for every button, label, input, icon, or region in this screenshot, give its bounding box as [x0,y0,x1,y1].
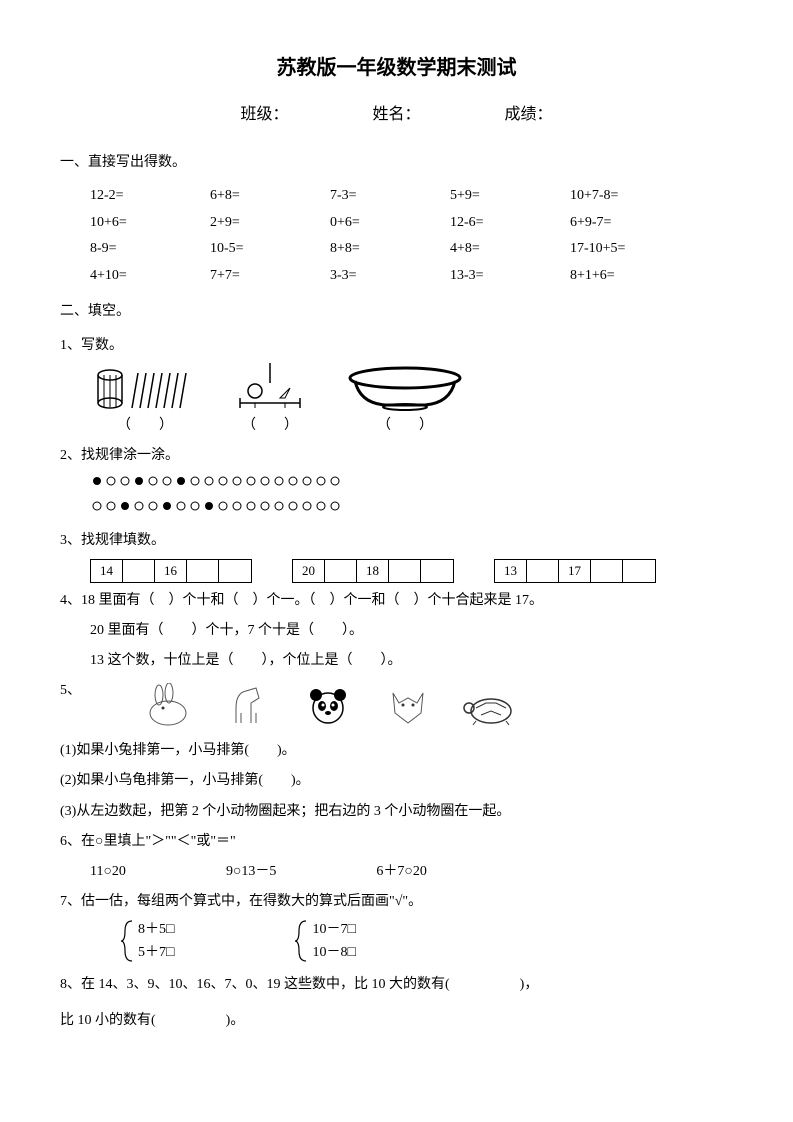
box-cell [325,560,357,582]
horse-icon [221,683,276,728]
math-cell: 10-5= [210,236,330,263]
box-cell: 16 [155,560,187,582]
math-cell: 6+9-7= [570,210,690,237]
q4-line2: 20 里面有（ ）个十，7 个十是（ ）。 [60,618,733,643]
box-cell [187,560,219,582]
box-group: 14 16 [90,559,252,583]
box-cell [421,560,453,582]
q7-label: 7、估一估，每组两个算式中，在得数大的算式后面画"√"。 [60,889,733,914]
brace-icon [120,919,135,964]
q7-braces: 8＋5□ 5＋7□ 10－7□ 10－8□ [120,919,733,964]
q2-label: 2、找规律涂一涂。 [60,443,733,468]
q1-label: 1、写数。 [60,333,733,358]
math-cell: 3-3= [330,263,450,290]
math-row: 8-9= 10-5= 8+8= 4+8= 17-10+5= [90,236,733,263]
fox-icon [381,683,436,728]
paren-label: （ ） [230,413,310,438]
math-cell: 8+1+6= [570,263,690,290]
page-title: 苏教版一年级数学期末测试 [60,50,733,86]
compare-item: 11○20 [90,859,126,884]
student-info-row: 班级： 姓名： 成绩： [60,101,733,130]
q8-line2: 比 10 小的数有( )。 [60,1008,733,1033]
box-group: 13 17 [494,559,656,583]
box-cell [623,560,655,582]
box-cell: 13 [495,560,527,582]
box-cell: 18 [357,560,389,582]
math-cell: 10+6= [90,210,210,237]
box-cell: 20 [293,560,325,582]
cylinder-tally-icon: （ ） [90,363,200,438]
box-group: 20 18 [292,559,454,583]
q5-row: 5、 [60,678,733,733]
math-cell: 5+9= [450,183,570,210]
q8-line1: 8、在 14、3、9、10、16、7、0、19 这些数中，比 10 大的数有( … [60,972,733,997]
compare-item: 6＋7○20 [376,859,426,884]
box-cell: 14 [91,560,123,582]
math-row: 10+6= 2+9= 0+6= 12-6= 6+9-7= [90,210,733,237]
compare-item: 9○13－5 [226,859,276,884]
brace-right: 10－7□ 10－8□ [294,919,355,964]
math-cell: 13-3= [450,263,570,290]
math-cell: 8-9= [90,236,210,263]
math-cell: 7+7= [210,263,330,290]
math-cell: 4+8= [450,236,570,263]
math-cell: 0+6= [330,210,450,237]
number-box-row: 14 16 20 18 13 17 [90,559,733,583]
brace-text: 10－8□ [312,942,355,964]
brace-text: 10－7□ [312,919,355,941]
math-cell: 2+9= [210,210,330,237]
math-cell: 12-2= [90,183,210,210]
brace-text: 5＋7□ [138,942,174,964]
q6-label: 6、在○里填上"＞""＜"或"＝" [60,829,733,854]
class-label: 班级： [240,101,288,130]
box-cell [591,560,623,582]
panda-icon [301,683,356,728]
box-cell [527,560,559,582]
math-cell: 8+8= [330,236,450,263]
q5-sub3: (3)从左边数起，把第 2 个小动物圈起来；把右边的 3 个小动物圈在一起。 [60,799,733,824]
turtle-icon [461,683,516,728]
box-cell [123,560,155,582]
q5-label: 5、 [60,678,81,703]
bowl-icon: （ ） [340,363,470,438]
q5-sub1: (1)如果小兔排第一，小马排第( )。 [60,738,733,763]
animals-row [141,683,516,728]
math-cell: 7-3= [330,183,450,210]
circle-pattern-2 [90,498,733,523]
q1-pictures: （ ） （ ） （ ） [90,363,733,438]
math-cell: 17-10+5= [570,236,690,263]
section-2-title: 二、填空。 [60,299,733,324]
paren-label: （ ） [90,413,200,438]
name-label: 姓名： [372,101,420,130]
math-row: 12-2= 6+8= 7-3= 5+9= 10+7-8= [90,183,733,210]
brace-icon [294,919,309,964]
circle-pattern-1 [90,473,733,498]
brace-text: 8＋5□ [138,919,174,941]
box-cell [219,560,251,582]
q3-label: 3、找规律填数。 [60,528,733,553]
q4-line3: 13 这个数，十位上是（ ），个位上是（ ）。 [60,648,733,673]
q6-items: 11○20 9○13－5 6＋7○20 [90,859,733,884]
brace-left: 8＋5□ 5＋7□ [120,919,174,964]
math-cell: 12-6= [450,210,570,237]
rabbit-icon [141,683,196,728]
scale-icon: （ ） [230,363,310,438]
box-cell [389,560,421,582]
box-cell: 17 [559,560,591,582]
arithmetic-grid: 12-2= 6+8= 7-3= 5+9= 10+7-8= 10+6= 2+9= … [60,183,733,289]
paren-label: （ ） [340,413,470,438]
math-cell: 6+8= [210,183,330,210]
q5-sub2: (2)如果小乌龟排第一，小马排第( )。 [60,768,733,793]
section-1-title: 一、直接写出得数。 [60,150,733,175]
math-cell: 4+10= [90,263,210,290]
math-row: 4+10= 7+7= 3-3= 13-3= 8+1+6= [90,263,733,290]
score-label: 成绩： [505,101,553,130]
q4-line1: 4、18 里面有（ ）个十和（ ）个一。（ ）个一和（ ）个十合起来是 17。 [60,588,733,613]
math-cell: 10+7-8= [570,183,690,210]
